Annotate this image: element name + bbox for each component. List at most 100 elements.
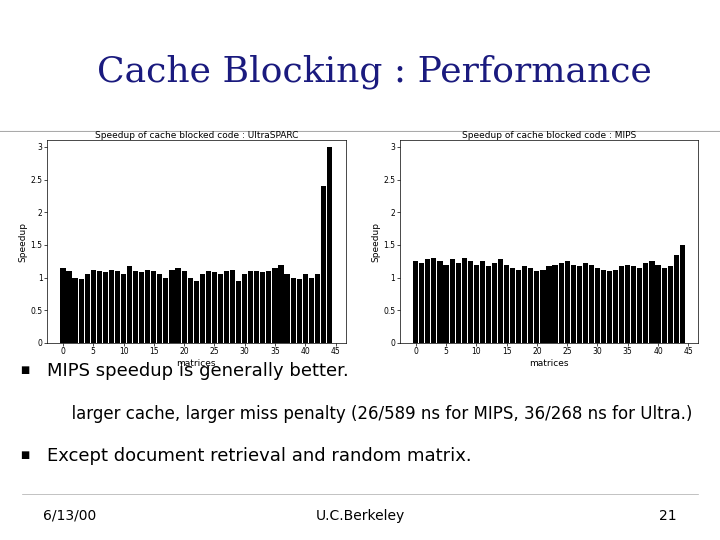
Bar: [589, 265, 594, 343]
Bar: [680, 245, 685, 343]
Bar: [103, 272, 108, 343]
Bar: [109, 270, 114, 343]
Bar: [468, 261, 473, 343]
Bar: [607, 271, 612, 343]
Bar: [206, 271, 211, 343]
Bar: [133, 271, 138, 343]
Bar: [212, 272, 217, 343]
Bar: [60, 268, 66, 343]
Bar: [637, 268, 642, 343]
Bar: [655, 265, 660, 343]
Bar: [431, 258, 436, 343]
Bar: [260, 272, 266, 343]
Bar: [266, 271, 271, 343]
Bar: [309, 278, 314, 343]
Bar: [218, 274, 223, 343]
Bar: [127, 266, 132, 343]
Bar: [541, 270, 546, 343]
Bar: [115, 271, 120, 343]
Bar: [498, 259, 503, 343]
Bar: [528, 268, 534, 343]
Bar: [194, 281, 199, 343]
Title: Speedup of cache blocked code : UltraSPARC: Speedup of cache blocked code : UltraSPA…: [94, 131, 298, 140]
Bar: [577, 266, 582, 343]
Text: ■: ■: [20, 364, 30, 375]
Bar: [236, 281, 241, 343]
Y-axis label: Speedup: Speedup: [19, 221, 28, 262]
Bar: [595, 268, 600, 343]
Text: Cache Blocking : Performance: Cache Blocking : Performance: [97, 55, 652, 89]
Bar: [631, 266, 636, 343]
Bar: [564, 261, 570, 343]
Bar: [85, 274, 90, 343]
Text: MIPS speedup is generally better.: MIPS speedup is generally better.: [47, 362, 348, 380]
Bar: [426, 259, 431, 343]
Bar: [279, 265, 284, 343]
Bar: [413, 261, 418, 343]
Bar: [199, 274, 204, 343]
Bar: [662, 268, 667, 343]
Bar: [438, 261, 443, 343]
Bar: [230, 270, 235, 343]
Bar: [121, 274, 126, 343]
Bar: [462, 258, 467, 343]
Bar: [474, 265, 479, 343]
Bar: [571, 265, 576, 343]
Bar: [492, 263, 497, 343]
Bar: [449, 259, 454, 343]
Bar: [73, 278, 78, 343]
Bar: [613, 270, 618, 343]
Bar: [552, 265, 557, 343]
Bar: [291, 278, 296, 343]
Bar: [254, 271, 259, 343]
Bar: [157, 274, 163, 343]
Bar: [139, 272, 144, 343]
Bar: [321, 186, 326, 343]
Bar: [559, 263, 564, 343]
Bar: [534, 271, 539, 343]
Bar: [327, 147, 332, 343]
Text: ■: ■: [20, 450, 30, 460]
Bar: [272, 268, 277, 343]
Title: Speedup of cache blocked code : MIPS: Speedup of cache blocked code : MIPS: [462, 131, 636, 140]
Bar: [224, 271, 229, 343]
Text: larger cache, larger miss penalty (26/589 ns for MIPS, 36/268 ns for Ultra.): larger cache, larger miss penalty (26/58…: [61, 406, 693, 423]
Bar: [96, 271, 102, 343]
Bar: [619, 266, 624, 343]
Bar: [188, 278, 193, 343]
Bar: [644, 263, 649, 343]
Text: U.C.Berkeley: U.C.Berkeley: [315, 509, 405, 523]
Bar: [242, 274, 247, 343]
Bar: [66, 271, 71, 343]
Bar: [516, 270, 521, 343]
Bar: [145, 270, 150, 343]
Y-axis label: Speedup: Speedup: [372, 221, 381, 262]
Bar: [667, 266, 672, 343]
Bar: [625, 265, 630, 343]
Text: Except document retrieval and random matrix.: Except document retrieval and random mat…: [47, 447, 472, 465]
Bar: [444, 265, 449, 343]
Bar: [522, 266, 527, 343]
Bar: [297, 279, 302, 343]
Bar: [181, 271, 186, 343]
Bar: [169, 270, 174, 343]
Bar: [486, 266, 491, 343]
Bar: [248, 271, 253, 343]
Bar: [504, 265, 509, 343]
Bar: [601, 270, 606, 343]
Bar: [163, 278, 168, 343]
Text: 21: 21: [660, 509, 677, 523]
Text: 6/13/00: 6/13/00: [43, 509, 96, 523]
Bar: [315, 274, 320, 343]
Bar: [151, 271, 156, 343]
Bar: [546, 266, 552, 343]
X-axis label: matrices: matrices: [529, 359, 569, 368]
Bar: [456, 263, 461, 343]
Bar: [674, 255, 679, 343]
Bar: [510, 268, 516, 343]
Bar: [649, 261, 654, 343]
Bar: [582, 263, 588, 343]
X-axis label: matrices: matrices: [176, 359, 216, 368]
Bar: [78, 279, 84, 343]
Bar: [284, 274, 289, 343]
